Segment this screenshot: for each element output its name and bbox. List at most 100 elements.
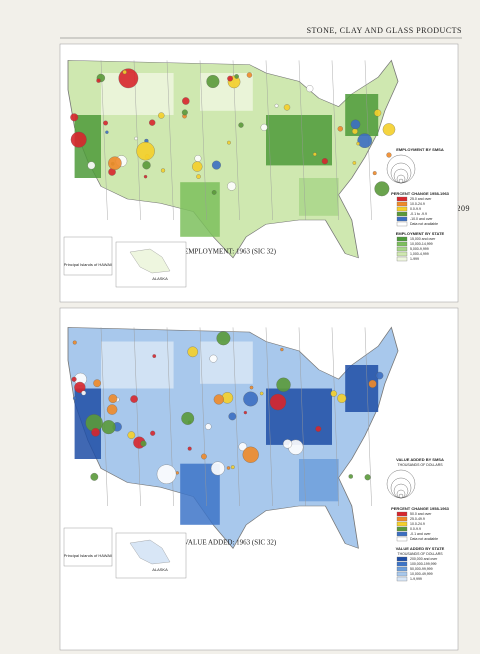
smsa-circle — [158, 112, 165, 119]
legend-swatch — [396, 511, 408, 517]
state-shade — [180, 463, 220, 525]
legend-swatch — [396, 516, 408, 522]
legend-swatch — [396, 246, 408, 252]
legend-swatch — [396, 221, 408, 227]
smsa-circle — [372, 171, 377, 176]
state-shade — [266, 115, 332, 166]
smsa-circle — [91, 427, 100, 437]
state-border — [265, 327, 273, 507]
smsa-circle — [156, 464, 177, 484]
legend-swatch — [396, 561, 408, 567]
smsa-circle — [187, 346, 199, 358]
state-border — [133, 327, 141, 507]
legend-item: 0.0-9.9 — [410, 207, 421, 211]
smsa-circle — [260, 123, 268, 131]
alaska-shape — [129, 248, 171, 274]
state-shade — [299, 459, 339, 502]
smsa-circle — [72, 396, 77, 401]
smsa-circle — [243, 391, 259, 407]
legend-swatch — [396, 526, 408, 532]
state-border — [298, 327, 306, 507]
state-border — [232, 327, 240, 507]
smsa-circle — [127, 431, 136, 439]
map-title: VALUE ADDED: 1963 (SIC 32) — [184, 539, 277, 547]
legend-item: Data not available — [410, 537, 438, 541]
legend-item: 200,000 and over — [410, 557, 438, 561]
smsa-circle — [274, 103, 279, 108]
smsa-circle — [283, 104, 291, 111]
smsa-circle — [312, 152, 317, 157]
smsa-circle — [70, 113, 79, 122]
legend-item: -0.1 to -9.9 — [410, 212, 427, 216]
legend-swatch — [396, 531, 408, 537]
smsa-circle — [71, 376, 77, 382]
smsa-circle — [249, 385, 254, 390]
smsa-circle — [196, 174, 201, 179]
legend-swatch — [396, 566, 408, 572]
smsa-circle — [101, 420, 116, 435]
state-shade — [345, 94, 379, 136]
alaska-shape — [129, 539, 171, 565]
smsa-circle — [234, 74, 239, 79]
inset-label: Principal Islands of HAWAII — [64, 553, 113, 558]
smsa-circle — [93, 379, 101, 388]
smsa-circle — [143, 174, 148, 179]
smsa-circle — [227, 140, 231, 145]
smsa-circle — [205, 423, 212, 430]
smsa-circle — [368, 379, 377, 388]
smsa-circle — [356, 141, 360, 146]
smsa-circle — [227, 181, 237, 191]
smsa-circle — [160, 168, 166, 173]
smsa-circle — [226, 466, 231, 470]
smsa-circle — [276, 377, 291, 392]
legend-swatch — [396, 236, 408, 242]
state-border — [199, 60, 207, 221]
smsa-circle — [351, 128, 358, 135]
state-shade — [299, 178, 339, 216]
legend-swatch — [396, 571, 408, 577]
smsa-circle — [90, 472, 99, 481]
smsa-circle — [242, 446, 259, 463]
smsa-circle — [105, 130, 109, 134]
smsa-circle — [150, 430, 156, 436]
state-border — [265, 60, 273, 221]
hawaii-inset — [63, 236, 113, 276]
legend-swatch — [396, 556, 408, 562]
legend-subtitle: THOUSANDS OF DOLLARS — [397, 552, 443, 556]
state-border — [298, 60, 306, 221]
smsa-circle — [348, 474, 353, 479]
map-title: EMPLOYMENT: 1963 (SIC 32) — [184, 248, 277, 256]
smsa-circle — [211, 190, 217, 195]
smsa-circle — [74, 381, 86, 394]
smsa-circle — [306, 85, 314, 93]
legend-title: PERCENT CHANGE 1958-1963 — [391, 191, 450, 196]
state-border — [331, 327, 339, 507]
smsa-circle — [211, 160, 221, 170]
state-shade — [200, 341, 253, 384]
page-title: STONE, CLAY AND GLASS PRODUCTS — [307, 26, 462, 35]
inset-label: ALASKA — [152, 276, 168, 281]
legend-item: 100,000-199,999 — [410, 562, 437, 566]
smsa-circle — [72, 340, 77, 345]
legend-item: 5,000-9,999 — [410, 247, 429, 251]
smsa-circle — [118, 68, 139, 89]
legend-item: 50,000-99,999 — [410, 567, 433, 571]
legend-circle — [398, 493, 404, 499]
us-map — [67, 326, 399, 549]
legend-item: 25.0 and over — [410, 197, 432, 201]
state-border — [100, 60, 108, 221]
smsa-circle — [227, 75, 233, 82]
legend-item: 10.0-24.9 — [410, 522, 425, 526]
legend-item: -0.1 and over — [410, 532, 431, 536]
smsa-circle — [315, 425, 322, 432]
legend-item: 10.0-24.9 — [410, 202, 425, 206]
smsa-circle — [149, 119, 156, 126]
smsa-circle — [228, 412, 237, 421]
smsa-circle — [321, 158, 328, 165]
smsa-circle — [194, 155, 202, 162]
legend-item: Data not available — [410, 222, 438, 226]
smsa-circle — [136, 141, 155, 161]
legend-item: 1,000-4,999 — [410, 252, 429, 256]
legend-swatch — [396, 521, 408, 527]
smsa-circle — [209, 354, 218, 363]
